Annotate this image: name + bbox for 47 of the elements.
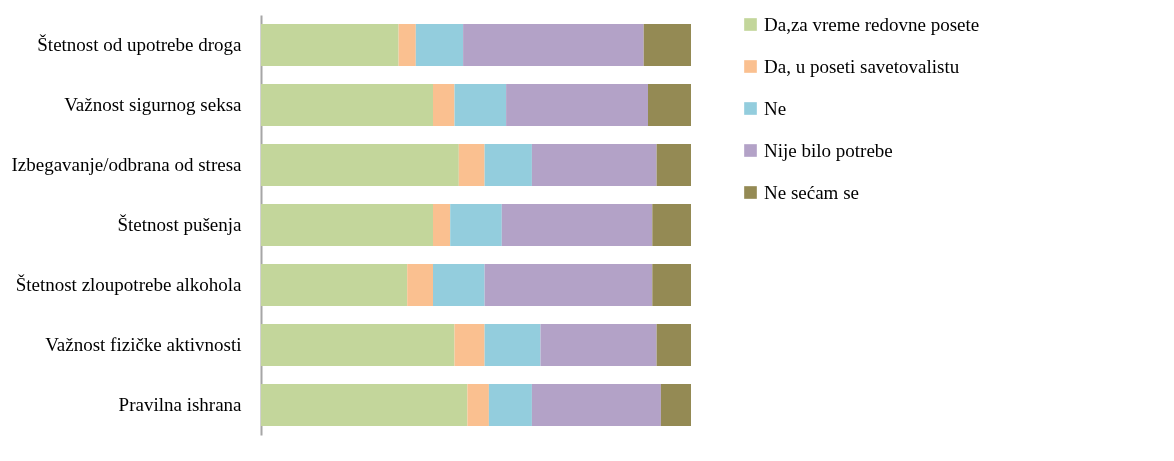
legend-label: Da, u poseti savetovalistu [764, 55, 960, 77]
legend-label: Da,za vreme redovne posete [764, 13, 980, 35]
legend-label: Ne sećam se [764, 181, 859, 203]
bar [433, 84, 455, 126]
bar [467, 384, 489, 426]
bar [450, 204, 502, 246]
bar [531, 144, 657, 186]
bar [261, 264, 408, 306]
legend-label: Ne [764, 97, 787, 119]
y-tick-label: Štetnost od upotrebe droga [37, 34, 243, 55]
bar [484, 264, 653, 306]
bar [261, 384, 468, 426]
bar [531, 384, 661, 426]
bar [484, 144, 532, 186]
y-tick-label: Izbegavanje/odbrana od stresa [11, 154, 243, 175]
bar [506, 84, 648, 126]
bar [656, 144, 691, 186]
y-tick-label: Važnost fizičke aktivnosti [45, 334, 242, 355]
bar [463, 24, 644, 66]
bar [458, 144, 485, 186]
bar [398, 24, 416, 66]
bar [652, 264, 691, 306]
bar [656, 324, 691, 366]
bar [261, 144, 459, 186]
bar [484, 324, 541, 366]
bar [660, 384, 691, 426]
bar [648, 84, 691, 126]
bar [643, 24, 691, 66]
y-tick-label: Štetnost pušenja [117, 214, 243, 235]
y-tick-label: Važnost sigurnog seksa [64, 94, 243, 115]
y-tick-label: Pravilna ishrana [118, 394, 243, 415]
y-tick-label: Štetnost zloupotrebe alkohola [15, 274, 243, 295]
bar [540, 324, 657, 366]
bar [488, 384, 532, 426]
bar [261, 204, 433, 246]
bar [433, 264, 485, 306]
bar [407, 264, 433, 306]
bar [501, 204, 653, 246]
bar [261, 24, 399, 66]
bar [454, 324, 485, 366]
bar [261, 84, 433, 126]
bar [652, 204, 691, 246]
bar [433, 204, 451, 246]
bar [261, 324, 455, 366]
bar [454, 84, 507, 126]
bar [415, 24, 464, 66]
legend-label: Nije bilo potrebe [764, 139, 893, 161]
